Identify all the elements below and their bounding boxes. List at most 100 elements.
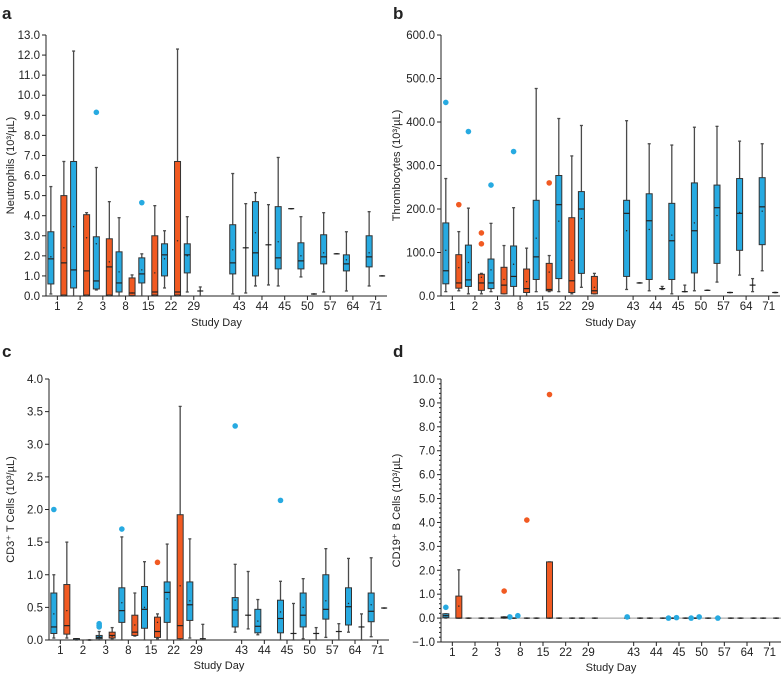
- x-tick-label: 1: [449, 647, 455, 659]
- box-group1: [365, 235, 373, 268]
- y-tick-label: 1.5: [27, 537, 43, 549]
- x-tick-label: 2: [77, 301, 83, 313]
- x-tick-label: 1: [449, 301, 455, 313]
- mean-marker: [639, 617, 641, 619]
- y-tick-label: 5.0: [419, 494, 435, 506]
- mean-marker: [53, 613, 55, 615]
- mean-marker: [535, 617, 538, 619]
- mean-marker: [638, 282, 641, 284]
- mean-marker: [729, 291, 731, 294]
- y-tick-label: 4.0: [27, 374, 43, 386]
- y-tick-label: 1.0: [419, 589, 435, 601]
- mean-marker: [525, 280, 528, 283]
- mean-marker: [445, 615, 447, 617]
- y-tick-label: 7.0: [24, 150, 40, 162]
- outlier-group2: [478, 241, 485, 247]
- box-group1: [510, 245, 518, 287]
- mean-marker: [684, 290, 686, 293]
- box-group1: [274, 206, 282, 270]
- y-tick-label: 100.0: [406, 248, 435, 260]
- x-tick-label: 22: [559, 647, 572, 659]
- box-group2: [455, 595, 463, 619]
- outlier-group2: [154, 559, 161, 566]
- x-axis-label: Study Day: [191, 317, 242, 329]
- box-group1: [251, 201, 259, 277]
- mean-marker: [503, 616, 505, 619]
- box-group2: [523, 268, 531, 294]
- mean-marker: [649, 617, 651, 619]
- y-tick-label: 6.0: [24, 171, 40, 183]
- outlier-group2: [546, 180, 552, 186]
- mean-marker: [370, 604, 372, 606]
- x-tick-label: 64: [347, 301, 360, 313]
- x-tick-label: 3: [102, 645, 108, 657]
- mean-marker: [254, 232, 257, 234]
- x-tick-label: 50: [695, 301, 708, 313]
- box-group2: [60, 195, 68, 296]
- y-tick-label: 9.0: [24, 110, 40, 122]
- box-group1: [231, 597, 239, 628]
- x-tick-label: 64: [741, 647, 754, 659]
- mean-marker: [111, 635, 113, 637]
- outlier-group1: [465, 128, 472, 135]
- outlier-group1: [443, 99, 449, 106]
- y-tick-label: 300.0: [406, 161, 435, 173]
- mean-marker: [313, 293, 315, 295]
- mean-marker: [775, 617, 777, 619]
- box-group1: [577, 191, 585, 274]
- panel-letter: d: [393, 342, 403, 361]
- x-tick-label: 57: [718, 647, 731, 659]
- mean-marker: [360, 626, 363, 628]
- box-group1: [713, 184, 721, 264]
- x-tick-label: 3: [100, 301, 106, 313]
- mean-marker: [594, 617, 596, 619]
- x-tick-label: 22: [559, 301, 572, 313]
- mean-marker: [661, 287, 663, 290]
- box-group1: [118, 587, 126, 623]
- mean-marker: [762, 617, 764, 619]
- box-group1: [532, 199, 540, 280]
- x-tick-label: 15: [145, 645, 158, 657]
- mean-marker: [593, 286, 596, 288]
- mean-marker: [548, 271, 550, 273]
- x-tick-label: 8: [517, 647, 523, 659]
- mean-marker: [257, 620, 259, 622]
- x-tick-label: 15: [537, 647, 550, 659]
- box-group2: [500, 266, 508, 295]
- mean-marker: [199, 290, 201, 292]
- y-tick-label: 11.0: [18, 70, 40, 82]
- outlier-group1: [515, 612, 521, 619]
- x-axis-label: Study Day: [585, 317, 636, 329]
- panel-letter: a: [2, 4, 12, 23]
- mean-marker: [490, 617, 492, 619]
- y-tick-label: 200.0: [406, 204, 435, 216]
- x-tick-label: 57: [326, 645, 339, 657]
- outlier-group1: [93, 109, 100, 116]
- mean-marker: [302, 606, 304, 609]
- box-group2: [455, 254, 463, 289]
- mean-marker: [95, 243, 98, 245]
- y-tick-label: 7.0: [419, 446, 435, 458]
- x-tick-label: 2: [472, 301, 478, 313]
- y-tick-label: 1.0: [27, 570, 43, 582]
- x-tick-label: 1: [57, 645, 63, 657]
- mean-marker: [625, 230, 628, 232]
- y-tick-label: 8.0: [24, 130, 40, 142]
- mean-marker: [72, 226, 75, 228]
- mean-marker: [277, 241, 279, 243]
- mean-marker: [85, 237, 88, 239]
- mean-marker: [50, 256, 52, 258]
- y-tick-label: 6.0: [419, 470, 435, 482]
- outlier-group1: [51, 506, 57, 513]
- mean-marker: [571, 617, 573, 619]
- box-group2: [568, 217, 576, 294]
- box-group2: [151, 235, 159, 296]
- outlier-group2: [478, 230, 485, 236]
- x-tick-label: 45: [672, 301, 685, 313]
- mean-marker: [121, 602, 123, 604]
- mean-marker: [774, 291, 776, 294]
- outlier-group1: [673, 614, 680, 621]
- box-group1: [690, 182, 698, 274]
- x-tick-label: 43: [235, 645, 248, 657]
- x-tick-label: 8: [122, 301, 128, 313]
